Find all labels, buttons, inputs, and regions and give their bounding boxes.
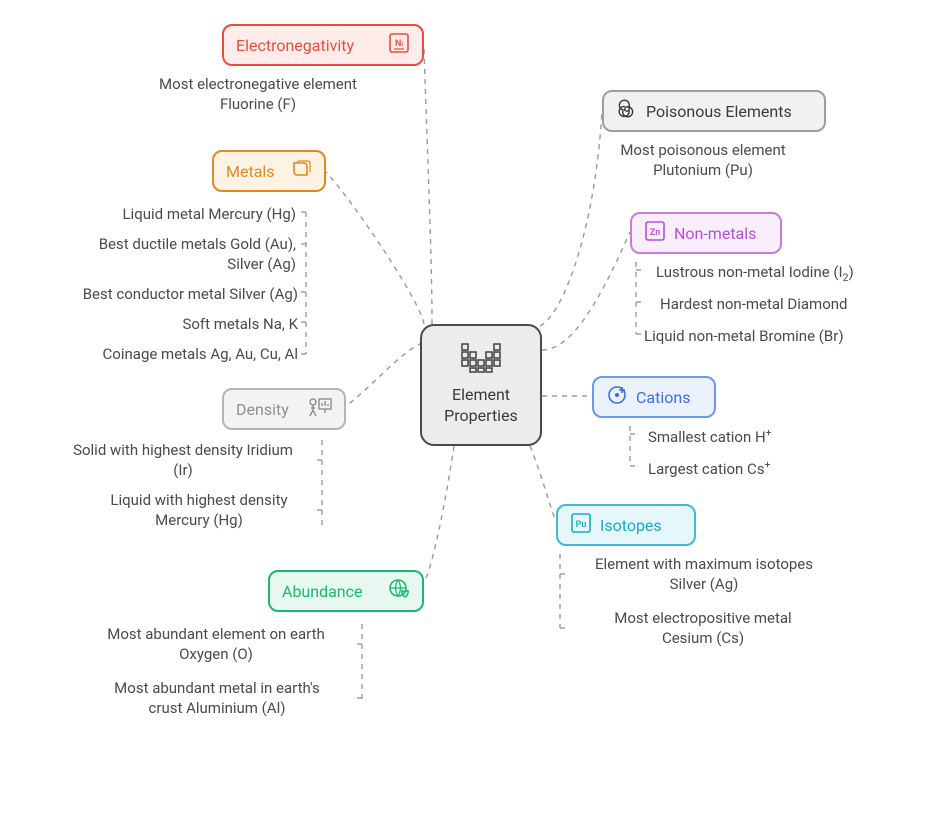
item-metals-4: Coinage metals Ag, Au, Cu, Al <box>60 344 298 364</box>
item-abundance-0: Most abundant element on earthOxygen (O) <box>84 624 348 665</box>
periodic-table-icon <box>461 343 501 379</box>
item-cations-1: Largest cation Cs+ <box>648 458 818 479</box>
item-abundance-1: Most abundant metal in earth'scrust Alum… <box>88 678 346 719</box>
element-pu-icon: Pu <box>570 512 592 538</box>
category-cations: Cations <box>592 376 716 418</box>
item-electronegativity-0: Most electronegative elementFluorine (F) <box>140 74 376 115</box>
element-zn-icon: Zn <box>644 220 666 246</box>
category-metals: Metals <box>212 150 326 192</box>
category-nonmetals: Zn Non-metals <box>630 212 782 254</box>
category-density: Density <box>222 388 346 430</box>
item-nonmetals-2: Liquid non-metal Bromine (Br) <box>644 326 894 346</box>
svg-text:NI: NI <box>395 39 403 49</box>
category-label-cations: Cations <box>636 388 690 407</box>
cation-icon <box>606 384 628 410</box>
category-label-electronegativity: Electronegativity <box>236 36 354 55</box>
item-isotopes-1: Most electropositive metalCesium (Cs) <box>586 608 820 649</box>
category-label-isotopes: Isotopes <box>600 516 662 535</box>
item-metals-0: Liquid metal Mercury (Hg) <box>86 204 296 224</box>
globe-heart-icon <box>388 578 410 604</box>
category-label-metals: Metals <box>226 162 275 181</box>
central-node: Element Properties <box>420 324 542 446</box>
category-electronegativity: Electronegativity NI <box>222 24 424 66</box>
item-metals-2: Best conductor metal Silver (Ag) <box>40 284 298 304</box>
presentation-chart-icon <box>308 396 332 422</box>
item-cations-0: Smallest cation H+ <box>648 426 818 447</box>
category-label-nonmetals: Non-metals <box>674 224 756 243</box>
metal-sheet-icon <box>290 158 312 184</box>
central-label: Element Properties <box>432 385 530 427</box>
biohazard-icon <box>616 98 638 124</box>
mindmap-canvas: Element Properties Electronegativity NI Mo… <box>0 0 948 817</box>
category-abundance: Abundance <box>268 570 424 612</box>
category-label-abundance: Abundance <box>282 582 363 601</box>
item-density-0: Solid with highest density Iridium(Ir) <box>52 440 314 481</box>
element-ni-icon: NI <box>388 32 410 58</box>
item-metals-1: Best ductile metals Gold (Au),Silver (Ag… <box>66 234 296 275</box>
svg-text:Zn: Zn <box>650 228 660 238</box>
category-label-poisonous: Poisonous Elements <box>646 102 792 121</box>
category-isotopes: Pu Isotopes <box>556 504 696 546</box>
item-nonmetals-1: Hardest non-metal Diamond <box>660 294 900 314</box>
item-metals-3: Soft metals Na, K <box>158 314 298 334</box>
item-poisonous-0: Most poisonous elementPlutonium (Pu) <box>596 140 810 181</box>
svg-text:Pu: Pu <box>576 520 587 530</box>
category-poisonous: Poisonous Elements <box>602 90 826 132</box>
item-density-1: Liquid with highest densityMercury (Hg) <box>84 490 314 531</box>
category-label-density: Density <box>236 400 289 419</box>
item-isotopes-0: Element with maximum isotopesSilver (Ag) <box>568 554 840 595</box>
item-nonmetals-0: Lustrous non-metal Iodine (I2) <box>656 262 896 285</box>
